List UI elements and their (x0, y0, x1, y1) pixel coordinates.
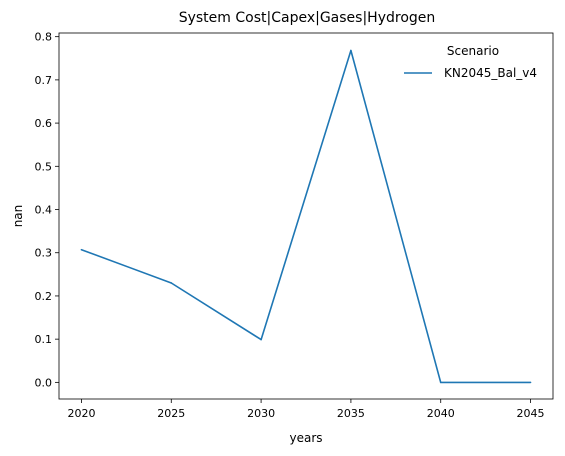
y-tick-label: 0.6 (35, 117, 53, 130)
y-tick-label: 0.2 (35, 290, 53, 303)
x-tick-label: 2045 (517, 407, 545, 420)
legend: Scenario KN2045_Bal_v4 (404, 44, 537, 80)
data-point (529, 381, 532, 384)
legend-title: Scenario (447, 44, 499, 58)
plot-frame (58, 32, 554, 400)
data-point (350, 49, 352, 52)
series-line (81, 49, 531, 384)
data-point (170, 282, 173, 284)
x-tick-label: 2020 (67, 407, 95, 420)
x-tick-label: 2025 (157, 407, 185, 420)
y-tick-label: 0.4 (35, 204, 53, 217)
data-point (80, 248, 83, 251)
x-tick-label: 2040 (427, 407, 455, 420)
y-tick-label: 0.3 (35, 247, 53, 260)
y-axis-label: nan (11, 205, 25, 228)
x-tick-label: 2030 (247, 407, 275, 420)
data-point (260, 338, 262, 341)
legend-entry-label: KN2045_Bal_v4 (444, 66, 537, 80)
data-point (439, 381, 442, 384)
y-tick-label: 0.1 (35, 333, 53, 346)
y-tick-label: 0.5 (35, 160, 53, 173)
series-layer (80, 49, 532, 384)
x-tick-label: 2035 (337, 407, 365, 420)
y-tick-label: 0.0 (35, 376, 53, 389)
y-axis: 0.0 0.1 0.2 0.3 0.4 0.5 0.6 0.7 0.8 (35, 31, 59, 389)
y-tick-label: 0.8 (35, 31, 53, 44)
x-axis: 2020 2025 2030 2035 2040 2045 (67, 399, 545, 420)
x-axis-label: years (289, 431, 322, 445)
y-tick-label: 0.7 (35, 74, 53, 87)
chart-title: System Cost|Capex|Gases|Hydrogen (179, 10, 436, 26)
